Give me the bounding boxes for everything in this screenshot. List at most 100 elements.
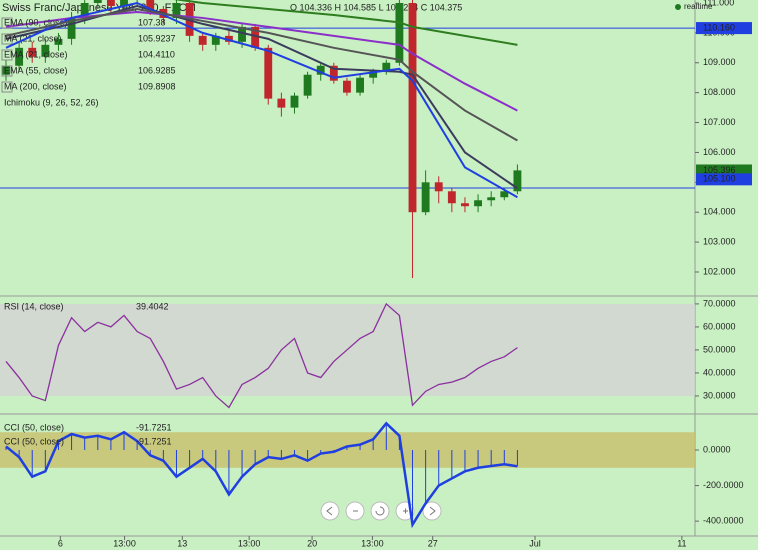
- candle-body: [2, 65, 10, 75]
- x-tick-label: 11: [677, 538, 686, 548]
- candle-body: [421, 182, 430, 213]
- status-dot: [675, 4, 681, 10]
- x-tick-label: 13:00: [238, 538, 261, 548]
- legend-box: [1, 81, 13, 93]
- candle-body: [303, 74, 312, 96]
- x-tick-label: 13:00: [361, 538, 384, 548]
- legend-value: 107.38: [138, 17, 166, 27]
- y-tick-label: 111.000: [703, 0, 734, 7]
- legend-value: 109.8908: [138, 81, 176, 91]
- candle-body: [408, 2, 417, 213]
- y-tick-label: -400.0000: [703, 516, 744, 526]
- candle-body: [67, 17, 76, 39]
- nav-icons: [326, 506, 436, 516]
- legend-value: 105.9237: [138, 33, 176, 43]
- x-tick-label: 20: [307, 538, 317, 548]
- candle-body: [395, 2, 404, 63]
- x-tick-label: 27: [428, 538, 438, 548]
- y-tick-label: 102.000: [703, 266, 736, 276]
- legend-box: [1, 33, 13, 45]
- indicator-value: -91.7251: [136, 436, 172, 446]
- candle-body: [343, 80, 351, 93]
- candle-body: [277, 98, 286, 108]
- ma-line: [5, 7, 518, 142]
- candle-body: [93, 0, 102, 3]
- candle-body: [54, 38, 63, 45]
- legend-value: 104.4110: [138, 49, 175, 59]
- legend-box: [1, 65, 13, 77]
- y-tick-label: 70.0000: [703, 298, 736, 308]
- candle-body: [513, 170, 522, 192]
- nav-reset[interactable]: [370, 501, 390, 521]
- y-tick-label: 0.0000: [703, 444, 731, 454]
- legend-name: MA (200, close): [4, 81, 67, 91]
- candle-body: [487, 197, 496, 201]
- candle-body: [80, 2, 89, 18]
- y-tick-label: 103.000: [703, 236, 736, 246]
- legend-name: EMA (90, close): [4, 17, 68, 27]
- y-tick-label: 106.000: [703, 147, 736, 157]
- candle-body: [41, 44, 50, 57]
- candle-body: [329, 65, 338, 81]
- x-tick-label: 13:00: [113, 538, 136, 548]
- y-tick-label: 40.0000: [703, 367, 736, 377]
- y-tick-label: -200.0000: [703, 480, 744, 490]
- candle-body: [500, 191, 509, 198]
- price-label-box: [696, 22, 752, 35]
- y-tick-label: 109.000: [703, 57, 736, 67]
- nav-next[interactable]: [422, 501, 442, 521]
- candle-body: [106, 0, 115, 6]
- status: realtime: [684, 2, 713, 11]
- x-tick-label: 6: [58, 538, 63, 548]
- candle-body: [461, 203, 469, 207]
- candle-body: [120, 0, 128, 6]
- candle-body: [369, 71, 378, 78]
- y-tick-label: 50.0000: [703, 344, 736, 354]
- legend-box: [1, 49, 13, 61]
- nav-prev[interactable]: [320, 501, 340, 521]
- candle-body: [356, 77, 364, 93]
- indicator-line: [5, 421, 518, 529]
- legend-box: [1, 17, 13, 29]
- x-tick-label: 13: [177, 538, 187, 548]
- y-tick-label: 60.0000: [703, 321, 736, 331]
- legend-name: EMA (55, close): [4, 65, 68, 75]
- candle-body: [447, 191, 456, 204]
- candle-body: [224, 35, 233, 42]
- candle-body: [238, 26, 246, 42]
- indicator-title: CCI (50, close): [4, 436, 64, 446]
- price-label-box: [696, 173, 752, 186]
- candle-body: [198, 35, 207, 45]
- candle-body: [146, 0, 155, 9]
- candle-body: [211, 35, 220, 45]
- indicator-title: CCI (50, close): [4, 422, 64, 432]
- band: [0, 432, 695, 468]
- y-tick-label: 107.000: [703, 117, 736, 127]
- candle-body: [172, 2, 181, 18]
- indicator-label: Ichimoku (9, 26, 52, 26): [4, 97, 99, 107]
- candle-body: [382, 62, 391, 72]
- price-label: 105.100: [703, 174, 736, 184]
- x-tick-label: Jul: [529, 538, 541, 548]
- nav-buttons: [320, 501, 442, 521]
- candle-body: [28, 47, 37, 57]
- indicator-value: -91.7251: [136, 422, 172, 432]
- legend-name: MA (21, close): [4, 33, 62, 43]
- y-tick-label: 30.0000: [703, 390, 736, 400]
- price-label: 105.396: [703, 165, 736, 175]
- candle-body: [15, 47, 24, 66]
- y-tick-label: 104.000: [703, 207, 736, 217]
- y-tick-label: 108.000: [703, 87, 736, 97]
- indicator-line: [5, 302, 518, 409]
- legend-name: EMA (21, close): [4, 49, 68, 59]
- candle-body: [264, 47, 273, 99]
- legend-value: 106.9285: [138, 65, 176, 75]
- indicator-title: RSI (14, close): [4, 301, 64, 311]
- candle-body: [251, 26, 260, 48]
- ma-line: [173, 0, 518, 46]
- ma-line: [5, 1, 518, 199]
- candle-body: [434, 182, 443, 192]
- indicator-value: 39.4042: [136, 301, 169, 311]
- candle-body: [316, 65, 325, 75]
